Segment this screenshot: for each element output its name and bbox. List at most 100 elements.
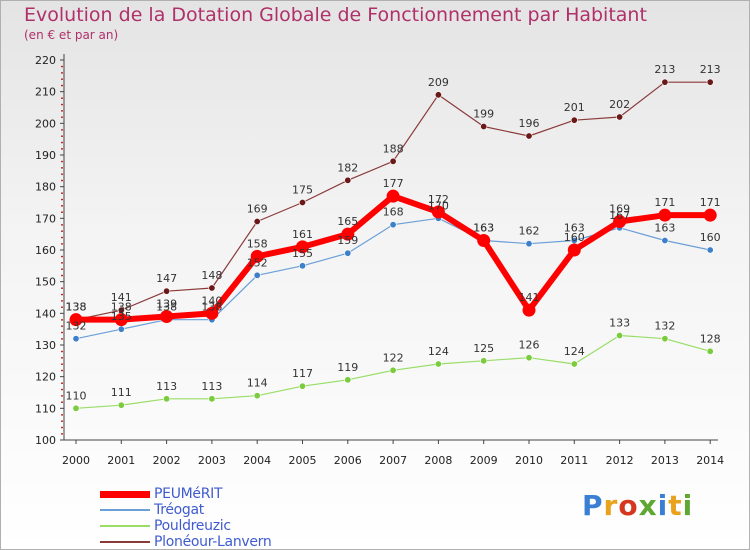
y-minor-tick (61, 116, 63, 118)
data-point (480, 123, 488, 131)
data-label: 161 (292, 228, 313, 241)
data-point (522, 303, 536, 317)
data-label: 152 (247, 256, 268, 269)
data-point (208, 395, 216, 403)
y-tick-label: 220 (35, 54, 56, 67)
data-point (570, 116, 578, 124)
data-label: 167 (609, 209, 630, 222)
y-minor-tick (61, 268, 63, 270)
data-label: 163 (564, 222, 585, 235)
data-label: 199 (473, 108, 494, 121)
y-minor-tick (61, 274, 63, 277)
data-point (661, 237, 669, 245)
data-label: 201 (564, 101, 585, 114)
data-label: 172 (428, 193, 449, 206)
x-tick-label: 2007 (379, 454, 407, 467)
data-label: 113 (201, 380, 222, 393)
data-point (706, 347, 714, 355)
data-point (253, 271, 261, 279)
y-minor-tick (61, 179, 63, 182)
data-point (434, 91, 442, 99)
data-label: 113 (156, 380, 177, 393)
data-label: 196 (519, 117, 540, 130)
y-minor-tick (61, 103, 63, 106)
y-minor-tick (61, 395, 63, 397)
data-point (344, 176, 352, 184)
data-label: 138 (111, 301, 132, 314)
data-label: 171 (654, 196, 675, 209)
data-label: 111 (111, 386, 132, 399)
data-label: 170 (428, 199, 449, 212)
y-tick-label: 170 (35, 212, 56, 225)
data-label: 135 (111, 310, 132, 323)
y-minor-tick (61, 211, 63, 213)
data-label: 140 (201, 294, 222, 307)
y-minor-tick (61, 420, 63, 422)
x-tick-label: 2002 (153, 454, 181, 467)
legend-entry: Plonéour-Lanvern (100, 534, 272, 550)
data-point (69, 313, 83, 327)
y-minor-tick (61, 357, 63, 359)
y-minor-tick (61, 173, 63, 175)
legend-swatch (100, 541, 150, 543)
data-label: 163 (654, 222, 675, 235)
y-minor-tick (61, 382, 63, 384)
y-tick-label: 200 (35, 117, 56, 130)
x-tick-label: 2009 (470, 454, 498, 467)
data-label: 188 (383, 142, 404, 155)
data-label: 138 (156, 301, 177, 314)
legend-label: Tréogat (154, 502, 204, 518)
data-point (298, 382, 306, 390)
data-label: 125 (473, 342, 494, 355)
data-label: 114 (247, 377, 268, 390)
legend: PEUMéRIT Tréogat Pouldreuzic Plonéour-Lanve… (100, 486, 272, 550)
x-tick-label: 2011 (560, 454, 588, 467)
data-label: 122 (383, 351, 404, 364)
y-tick-label: 160 (35, 244, 56, 257)
data-label: 141 (111, 291, 132, 304)
x-tick-label: 2003 (198, 454, 226, 467)
legend-entry: Pouldreuzic (100, 518, 271, 534)
data-label: 168 (383, 206, 404, 219)
y-minor-tick (61, 293, 63, 296)
data-point (298, 199, 306, 207)
y-minor-tick (61, 192, 63, 194)
y-minor-tick (61, 65, 63, 68)
data-point (525, 354, 533, 362)
legend-entry: Tréogat (100, 502, 271, 518)
data-point (163, 287, 171, 295)
x-tick-label: 2004 (243, 454, 271, 467)
y-tick-label: 110 (35, 402, 56, 415)
y-minor-tick (61, 262, 63, 264)
data-point (298, 262, 306, 270)
data-point (616, 331, 624, 339)
data-label: 160 (564, 231, 585, 244)
data-label: 148 (201, 269, 222, 282)
y-minor-tick (61, 129, 63, 131)
legend-label: Plonéour-Lanvern (154, 534, 272, 550)
x-tick-label: 2000 (62, 454, 90, 467)
data-point (480, 357, 488, 365)
y-minor-tick (61, 331, 63, 334)
y-minor-tick (61, 148, 63, 150)
data-label: 175 (292, 184, 313, 197)
y-tick-label: 190 (35, 149, 56, 162)
data-label: 160 (700, 231, 721, 244)
data-label: 132 (66, 320, 87, 333)
data-label: 128 (700, 332, 721, 345)
data-point (117, 325, 125, 333)
y-minor-tick (61, 72, 63, 74)
x-tick-label: 2008 (424, 454, 452, 467)
data-point (389, 157, 397, 165)
y-minor-tick (61, 363, 63, 365)
data-point (477, 234, 491, 247)
data-point (389, 221, 397, 229)
data-label: 147 (156, 272, 177, 285)
data-label: 171 (700, 196, 721, 209)
data-point (163, 395, 171, 403)
data-point (706, 78, 714, 86)
data-point (389, 366, 397, 374)
y-minor-tick (61, 369, 63, 372)
data-point (567, 243, 581, 257)
y-minor-tick (61, 426, 63, 429)
